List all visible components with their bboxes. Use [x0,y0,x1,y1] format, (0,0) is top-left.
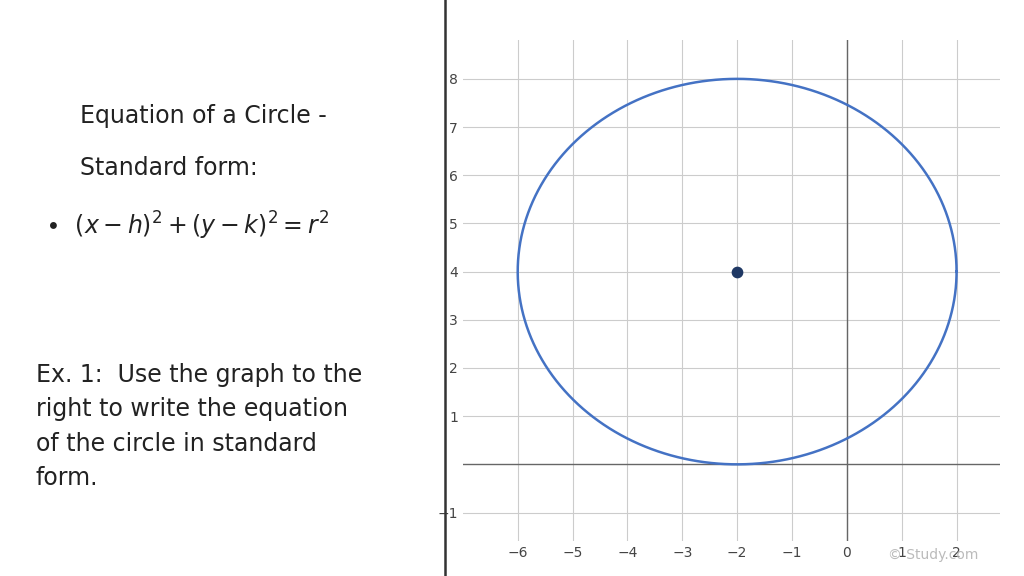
Text: © Study.com: © Study.com [888,548,978,562]
Text: Standard form:: Standard form: [80,156,258,180]
Text: Ex. 1:  Use the graph to the
right to write the equation
of the circle in standa: Ex. 1: Use the graph to the right to wri… [36,363,361,490]
Point [729,267,745,276]
Text: $\bullet$  $(x - h)^2 + (y - k)^2 = r^2$: $\bullet$ $(x - h)^2 + (y - k)^2 = r^2$ [45,210,329,242]
Text: Equation of a Circle -: Equation of a Circle - [80,104,327,128]
